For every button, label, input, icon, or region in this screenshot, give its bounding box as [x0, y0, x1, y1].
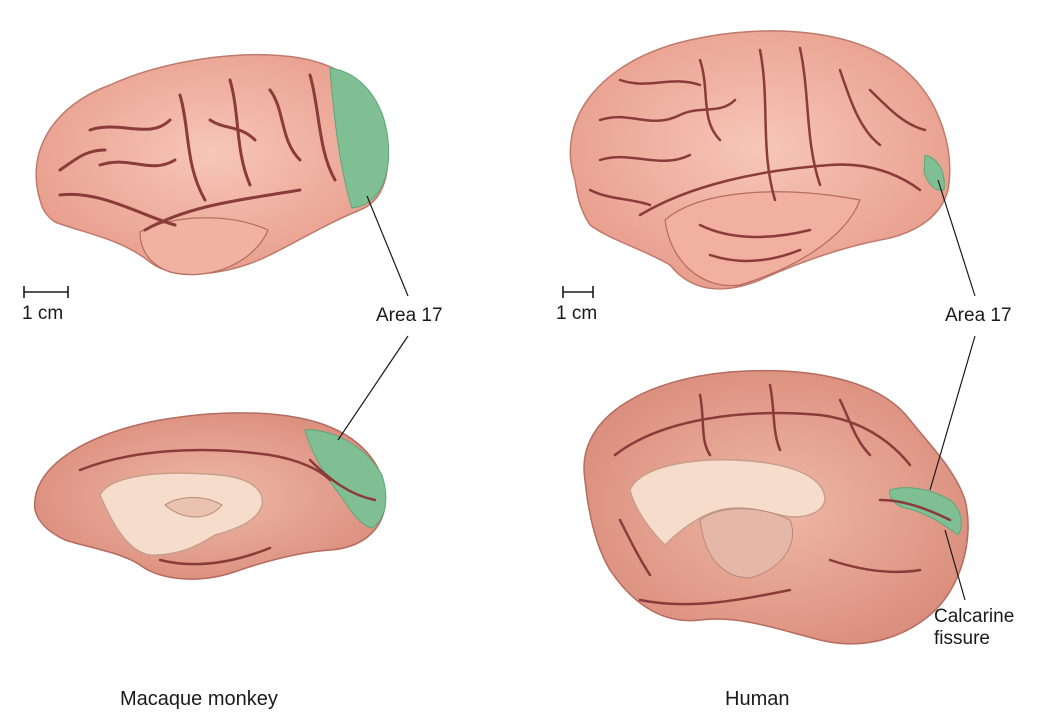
human-medial-brain	[583, 369, 969, 645]
calcarine-fissure-label: Calcarine fissure	[934, 606, 1014, 650]
scale-bar-icon	[562, 286, 594, 298]
caption-macaque: Macaque monkey	[120, 688, 278, 710]
calcarine-line2: fissure	[934, 627, 990, 649]
calcarine-line1: Calcarine	[934, 606, 1015, 627]
human-lateral-brain	[569, 30, 951, 290]
leader-lines	[337, 179, 976, 601]
macaque-medial-brain	[34, 412, 387, 580]
area17-label-human: Area 17	[945, 305, 1012, 326]
caption-human: Human	[725, 688, 790, 710]
scale-label-human: 1 cm	[556, 303, 598, 324]
scale-label-macaque: 1 cm	[22, 303, 64, 324]
scale-bar-icon	[23, 286, 69, 298]
area17-label-macaque: Area 17	[376, 305, 443, 326]
macaque-lateral-brain	[35, 54, 390, 276]
